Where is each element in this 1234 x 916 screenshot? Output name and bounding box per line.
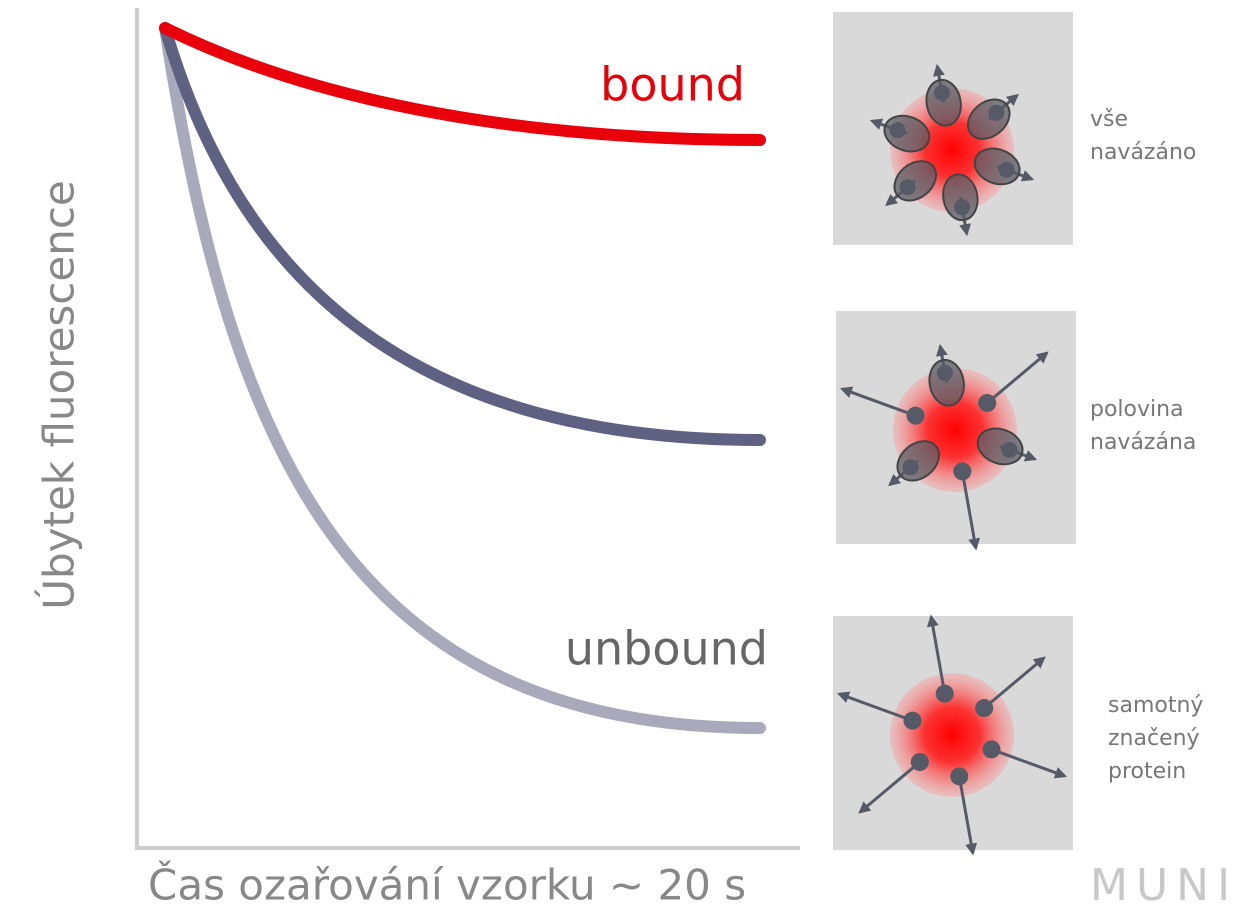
motion-arrow bbox=[926, 614, 947, 694]
bound-label: bound bbox=[600, 58, 745, 112]
motion-arrow bbox=[858, 760, 921, 814]
dye bbox=[975, 699, 994, 718]
dye bbox=[988, 104, 1005, 121]
dye bbox=[953, 462, 972, 481]
dye bbox=[906, 406, 925, 425]
panel-caption: značený bbox=[1108, 726, 1200, 751]
dye bbox=[1001, 441, 1018, 458]
dye bbox=[978, 394, 997, 413]
motion-arrow bbox=[983, 656, 1046, 710]
dye bbox=[982, 740, 1001, 759]
dye bbox=[935, 684, 954, 703]
panel-caption: samotný bbox=[1108, 693, 1203, 718]
dye bbox=[998, 161, 1015, 178]
dye bbox=[899, 179, 916, 196]
motion-arrow bbox=[986, 351, 1049, 405]
motion-arrow bbox=[990, 747, 1068, 779]
dye bbox=[933, 84, 950, 101]
panel-caption: navázáno bbox=[1090, 140, 1196, 165]
motion-arrow bbox=[839, 386, 917, 418]
dye bbox=[936, 364, 953, 381]
motion-arrow bbox=[836, 691, 914, 723]
logo: MUNI bbox=[1090, 860, 1234, 911]
dye bbox=[902, 459, 919, 476]
panel-caption: vše bbox=[1090, 107, 1128, 132]
panel-caption: navázána bbox=[1090, 430, 1196, 455]
dye bbox=[903, 711, 922, 730]
dye bbox=[954, 199, 971, 216]
unbound-label: unbound bbox=[565, 622, 768, 676]
panel-caption: protein bbox=[1108, 759, 1186, 784]
unbound-curve bbox=[159, 22, 766, 734]
motion-arrow bbox=[957, 776, 978, 856]
bound-curve bbox=[159, 22, 766, 146]
dye bbox=[950, 767, 969, 786]
dye bbox=[910, 752, 929, 771]
y-axis-label: Úbytek fluorescence bbox=[34, 180, 84, 610]
half-curve bbox=[159, 22, 766, 446]
dye bbox=[889, 122, 906, 139]
motion-arrow bbox=[960, 471, 981, 551]
panel-caption: polovina bbox=[1090, 397, 1184, 422]
x-axis-label: Čas ozařování vzorku ~ 20 s bbox=[148, 860, 746, 910]
